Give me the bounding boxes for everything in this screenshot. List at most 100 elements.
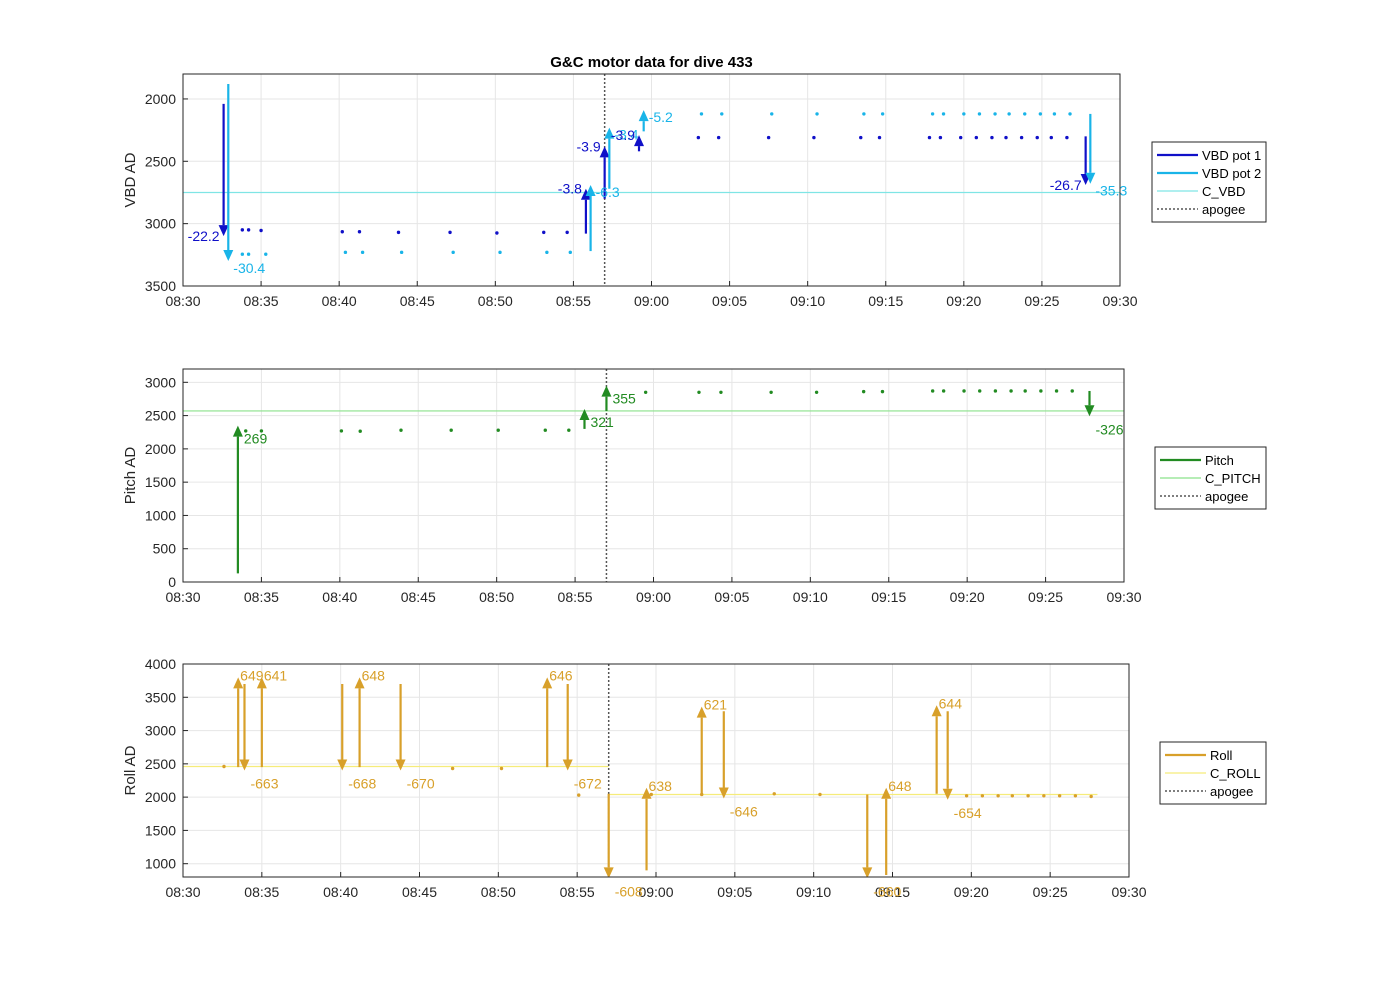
arrow-label: -3.9 xyxy=(611,127,635,143)
data-point xyxy=(1009,389,1013,393)
x-tick-label: 08:40 xyxy=(323,884,358,900)
y-tick-label: 2500 xyxy=(145,408,176,424)
arrow-head xyxy=(634,135,645,147)
arrow-head xyxy=(256,677,267,689)
data-point xyxy=(861,389,866,394)
arrow-head xyxy=(218,225,229,237)
arrow-head xyxy=(580,188,591,200)
x-tick-label: 09:20 xyxy=(950,589,985,605)
data-point xyxy=(450,766,455,771)
legend-label: Pitch xyxy=(1205,453,1234,468)
arrow-label: -646 xyxy=(730,803,758,819)
data-point xyxy=(259,429,264,433)
data-point xyxy=(246,228,251,232)
legend-label: apogee xyxy=(1202,202,1245,217)
y-tick-label: 1500 xyxy=(145,474,176,490)
data-point xyxy=(246,252,251,256)
arrow-label: -35.3 xyxy=(1095,183,1127,199)
arrow-label: -660 xyxy=(873,883,901,899)
data-point xyxy=(974,135,979,140)
x-tick-label: 09:30 xyxy=(1106,589,1141,605)
data-point xyxy=(1035,135,1039,140)
x-tick-label: 09:10 xyxy=(790,293,825,309)
data-layer xyxy=(183,664,1098,877)
data-point xyxy=(812,135,816,140)
data-point xyxy=(978,389,982,393)
data-point xyxy=(962,389,966,393)
data-point xyxy=(696,135,701,140)
chart-title: G&C motor data for dive 433 xyxy=(550,54,753,71)
data-point xyxy=(769,390,773,394)
x-tick-label: 09:25 xyxy=(1033,884,1068,900)
arrow-label: 621 xyxy=(704,697,728,713)
arrow-head xyxy=(223,250,234,262)
arrow-head xyxy=(585,184,596,196)
data-point xyxy=(993,389,998,393)
data-point xyxy=(396,230,401,235)
data-point xyxy=(449,428,453,432)
arrow-head xyxy=(354,677,365,689)
x-tick-label: 08:40 xyxy=(322,589,357,605)
x-tick-label: 08:50 xyxy=(479,589,514,605)
x-tick-label: 09:10 xyxy=(796,884,831,900)
data-point xyxy=(877,135,882,140)
y-tick-label: 1000 xyxy=(145,507,176,523)
x-tick-label: 08:35 xyxy=(244,589,279,605)
y-axis-label: VBD AD xyxy=(122,152,139,207)
data-point xyxy=(959,135,963,140)
data-point xyxy=(1023,112,1027,116)
data-point xyxy=(542,230,546,235)
x-tick-label: 08:45 xyxy=(402,884,437,900)
arrow-head xyxy=(579,408,590,420)
arrow-label: 649 xyxy=(240,667,264,683)
data-layer xyxy=(183,369,1124,582)
data-point xyxy=(643,390,648,394)
y-tick-label: 3000 xyxy=(145,374,176,390)
data-point xyxy=(1073,794,1078,798)
data-point xyxy=(697,390,701,394)
data-point xyxy=(1068,112,1072,116)
data-point xyxy=(1038,112,1043,116)
legend-label: VBD pot 2 xyxy=(1202,166,1261,181)
data-point xyxy=(1007,112,1011,116)
data-point xyxy=(766,135,771,140)
data-point xyxy=(358,429,362,433)
x-tick-label: 09:00 xyxy=(638,884,673,900)
legend-label: C_ROLL xyxy=(1210,766,1261,781)
x-tick-label: 09:00 xyxy=(636,589,671,605)
data-point xyxy=(930,389,935,393)
y-tick-label: 2000 xyxy=(145,789,176,805)
data-point xyxy=(496,428,500,432)
y-tick-label: 3500 xyxy=(145,689,176,705)
x-tick-label: 09:25 xyxy=(1024,293,1059,309)
data-point xyxy=(859,135,863,140)
legend-label: VBD pot 1 xyxy=(1202,148,1261,163)
y-tick-label: 4000 xyxy=(145,656,176,672)
data-point xyxy=(1026,794,1030,798)
data-point xyxy=(699,112,704,116)
data-point xyxy=(244,429,248,433)
x-tick-label: 08:30 xyxy=(165,589,200,605)
x-tick-label: 08:50 xyxy=(478,293,513,309)
data-point xyxy=(1042,794,1046,798)
data-point xyxy=(1039,389,1043,393)
data-point xyxy=(716,135,721,140)
arrow-label: -6.3 xyxy=(596,184,620,200)
legend-label: C_PITCH xyxy=(1205,471,1261,486)
data-point xyxy=(649,792,653,797)
x-tick-label: 09:05 xyxy=(714,589,749,605)
data-point xyxy=(222,764,226,769)
arrow-head xyxy=(718,787,729,799)
x-tick-label: 08:30 xyxy=(165,884,200,900)
y-axis-label: Roll AD xyxy=(122,745,139,795)
data-point xyxy=(1065,135,1069,140)
y-tick-label: 1500 xyxy=(145,822,176,838)
arrow-label: 641 xyxy=(264,667,288,683)
data-point xyxy=(1052,112,1057,116)
chart-3: 08:30 08:35 08:40 08:45 08:50 08:55 09:00 09:05… xyxy=(122,656,1267,900)
arrow-head xyxy=(232,425,243,437)
data-point xyxy=(962,112,966,116)
x-tick-label: 08:45 xyxy=(400,293,435,309)
